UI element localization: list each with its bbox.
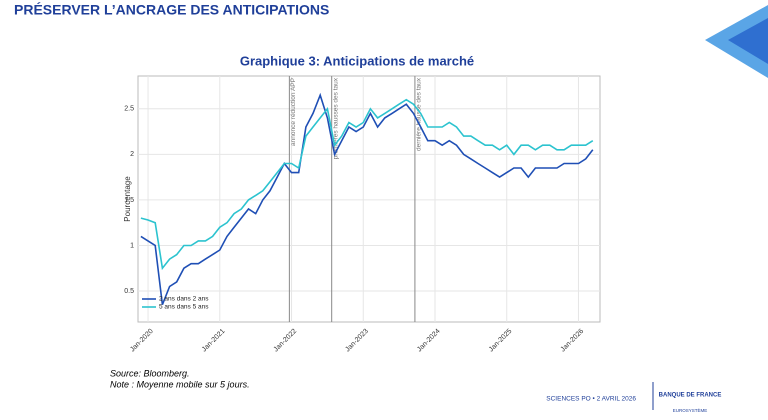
y-tick-label: 1.5	[124, 197, 134, 204]
x-tick-label: Jan-2021	[201, 328, 227, 354]
x-tick-label: Jan-2020	[129, 328, 155, 354]
x-tick-label: Jan-2025	[488, 328, 514, 354]
page-title: PRÉSERVER L’ANCRAGE DES ANTICIPATIONS	[14, 2, 329, 18]
y-tick-label: 2	[130, 151, 134, 158]
legend-label: 5 ans dans 5 ans	[159, 304, 209, 311]
decoration	[728, 18, 768, 64]
chart-title: Graphique 3: Anticipations de marché	[240, 53, 474, 68]
y-axis-label: Pourcentage	[123, 176, 132, 222]
x-tick-label: Jan-2026	[560, 328, 586, 354]
x-tick-label: Jan-2022	[273, 328, 299, 354]
annotation-label: dernière hausse des taux	[416, 77, 423, 151]
footer: SCIENCES PO • 2 AVRIL 2026	[546, 396, 636, 403]
line-series	[140, 92, 594, 305]
legend-label: 2 ans dans 2 ans	[159, 296, 209, 303]
source: Source: Bloomberg.	[110, 368, 190, 378]
annotation-label: annonce réduction APP	[290, 78, 297, 146]
y-tick-label: 1	[130, 242, 134, 249]
annotation-label: premières hausses des taux	[332, 77, 339, 159]
logo-sub: EUROSYSTÈME	[673, 407, 708, 413]
y-tick-label: 0.5	[124, 288, 134, 295]
logo-name: BANQUE DE FRANCE	[659, 393, 722, 399]
x-tick-label: Jan-2024	[416, 328, 442, 354]
plot-area	[137, 75, 601, 323]
x-tick-label: Jan-2023	[344, 328, 370, 354]
y-tick-label: 2.5	[124, 106, 134, 113]
note: Note : Moyenne mobile sur 5 jours.	[110, 379, 250, 389]
line-series	[140, 98, 594, 271]
